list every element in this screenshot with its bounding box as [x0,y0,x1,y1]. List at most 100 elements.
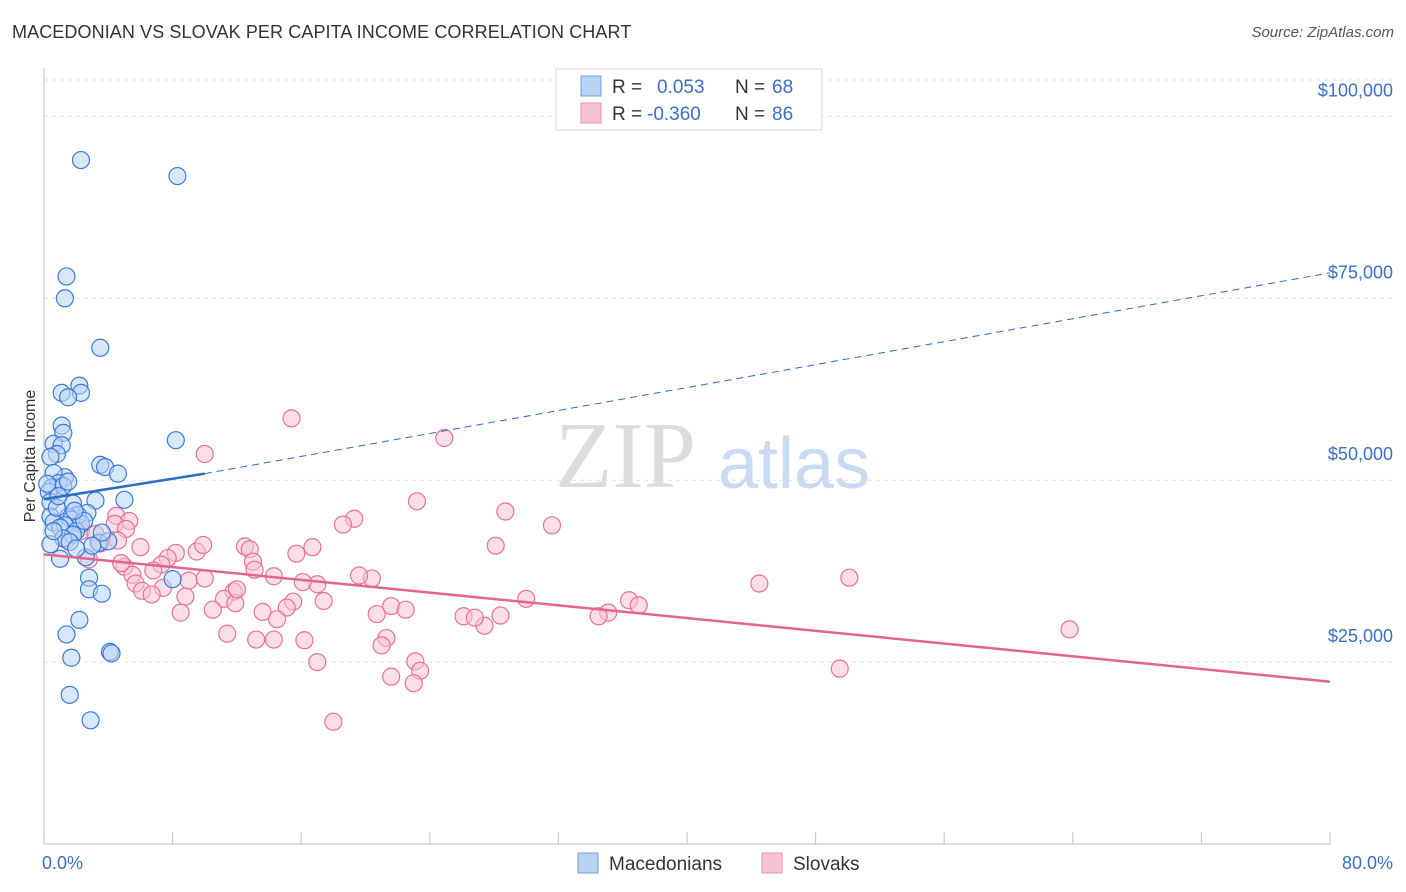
slovaks-point [830,659,849,678]
legend-r-label-slovaks: R = [612,104,642,125]
slovaks-point [253,602,272,621]
slovaks-point [349,566,369,585]
macedonians-point [83,536,102,555]
slovaks-point [131,538,150,557]
slovaks-point [308,652,327,672]
slovaks-point [1060,620,1079,639]
slovaks-point [491,606,510,625]
slovaks-point [589,607,608,626]
slovaks-point [324,712,343,731]
series-legend-swatch-macedonians [577,852,599,874]
slovaks-point [203,600,222,619]
slovaks-point [277,598,296,617]
slovaks-point [517,589,536,608]
slovaks-point [264,630,283,649]
series-legend: Macedonians Slovaks [577,852,860,875]
slovaks-point [195,569,214,588]
slovaks-point [282,409,301,428]
series-legend-label-slovaks: Slovaks [793,854,860,875]
macedonians-point [67,539,86,558]
slovaks-point [227,580,246,599]
correlation-legend: R = 0.053 N = 68 R = -0.360 N = 86 [555,68,823,131]
macedonians-point [81,711,100,730]
macedonians-point [55,289,74,308]
slovaks-trend-line [43,553,1331,683]
macedonians-point [44,522,63,541]
slovaks-point [267,610,287,629]
slovaks-point [840,568,859,587]
macedonians-point [91,338,110,357]
slovaks-point [496,502,515,521]
slovaks-point [194,535,213,555]
series-legend-swatch-slovaks [761,852,783,874]
macedonians-point [92,584,111,603]
slovaks-point [247,630,266,649]
macedonians-point [71,150,91,170]
macedonians-point [163,570,182,589]
slovaks-point [407,492,427,511]
macedonians-point [102,644,121,663]
macedonians-point [70,610,89,629]
legend-n-macedonians: 68 [772,77,793,98]
macedonians-point [60,685,79,704]
y-tick-label: $25,000 [1328,626,1393,646]
macedonians-point [50,549,70,568]
slovaks-point [372,636,391,655]
slovaks-point [333,515,353,534]
macedonians-point [92,523,111,542]
slovaks-point [404,674,423,693]
macedonians-point [65,501,84,520]
macedonians-point [57,625,76,644]
slovaks-point [486,536,505,555]
macedonians-point [168,166,187,186]
slovaks-point [142,585,161,604]
slovaks-point [287,544,306,563]
slovaks-point [314,591,333,611]
slovaks-point [295,631,314,650]
legend-swatch-macedonians [580,75,602,97]
slovaks-points [57,409,1079,731]
legend-n-label-slovaks: N = [735,104,765,125]
macedonians-trend-extension [204,272,1331,475]
watermark-atlas: atlas [718,424,870,504]
macedonians-point [166,431,185,450]
macedonians-trend-line [43,472,205,501]
macedonians-point [59,472,78,491]
y-axis-label: Per Capita Income [22,390,39,523]
series-legend-label-macedonians: Macedonians [609,854,722,875]
legend-n-slovaks: 86 [772,104,793,125]
macedonians-point [108,464,128,483]
y-tick-labels: $25,000 $50,000 $75,000 $100,000 [1318,80,1393,646]
slovaks-point [367,604,386,624]
y-tick-label: $100,000 [1318,80,1393,100]
legend-n-label-macedonians: N = [735,77,765,98]
macedonians-point [41,447,60,467]
y-tick-label: $75,000 [1328,262,1393,282]
legend-r-label-macedonians: R = [612,77,642,98]
legend-r-macedonians: 0.053 [657,77,705,98]
x-tick-label-min: 0.0% [42,853,83,873]
slovaks-point [465,608,484,627]
watermark-zip: ZIP [555,404,696,508]
slovaks-point [171,603,190,622]
slovaks-point [303,538,322,557]
slovaks-point [542,516,562,535]
slovaks-point [382,667,401,686]
legend-swatch-slovaks [580,102,602,124]
chart-source: Source: ZipAtlas.com [1251,24,1394,41]
macedonians-points [38,150,187,730]
slovaks-point [750,574,769,593]
legend-r-slovaks: -0.360 [647,104,701,125]
chart-title: MACEDONIAN VS SLOVAK PER CAPITA INCOME C… [12,22,632,42]
slovaks-point [629,596,648,615]
macedonians-point [38,474,57,493]
slovaks-point [293,572,312,592]
x-tick-label-max: 80.0% [1342,853,1393,873]
macedonians-point [59,388,78,407]
trend-lines [43,272,1331,683]
macedonians-point [115,490,134,509]
slovaks-point [179,571,198,590]
watermark: ZIP atlas [555,404,870,508]
slovaks-point [396,600,415,619]
